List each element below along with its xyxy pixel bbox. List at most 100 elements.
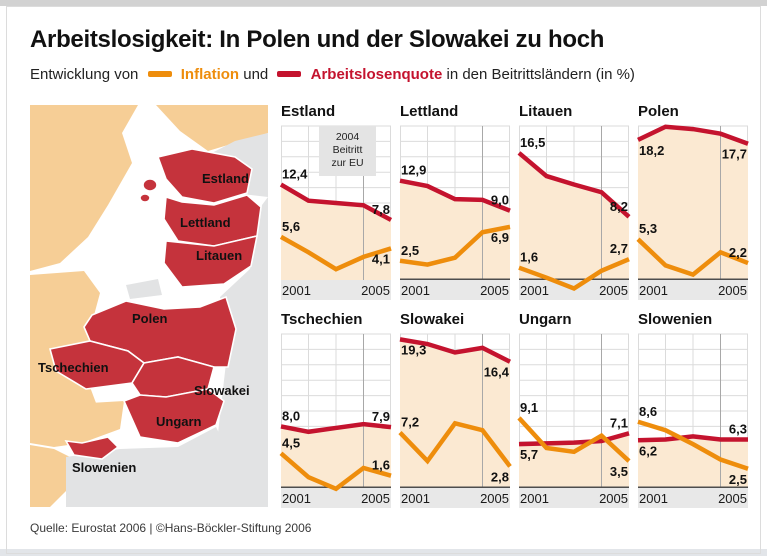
inflation-value-label: 5,3 xyxy=(639,221,657,236)
unemployment-value-label: 8,2 xyxy=(610,199,628,214)
unemployment-value-label: 12,4 xyxy=(282,167,308,182)
x-axis-end-label: 2005 xyxy=(599,490,628,506)
x-axis-end-label: 2005 xyxy=(480,490,509,506)
legend-conjunction: und xyxy=(243,66,269,83)
map-region-balkans xyxy=(66,427,245,507)
inflation-line-swatch xyxy=(147,71,172,77)
page-title: Arbeitslosigkeit: In Polen und der Slowa… xyxy=(30,26,605,53)
x-axis-start-label: 2001 xyxy=(639,282,668,298)
bottom-strip xyxy=(0,549,767,556)
unemployment-line xyxy=(279,182,393,222)
map-country-lettland xyxy=(163,194,262,247)
map-region-kaliningrad xyxy=(126,279,162,299)
map-country-finland xyxy=(156,105,268,151)
chart-title: Estland xyxy=(281,103,336,120)
unemployment-line xyxy=(399,178,511,213)
chart-plot: 6,2 6,3 8,6 2,5 xyxy=(637,333,749,488)
x-axis-band: 2001 2005 xyxy=(638,280,748,300)
chart-plot: 12,9 9,0 2,5 6,9 xyxy=(399,125,511,280)
unemployment-area xyxy=(281,424,391,488)
x-axis-start-label: 2001 xyxy=(282,282,311,298)
unemployment-line xyxy=(518,431,630,447)
unemployment-value-label: 16,4 xyxy=(484,365,510,380)
x-axis-start-label: 2001 xyxy=(520,282,549,298)
inflation-value-label: 2,8 xyxy=(491,469,509,484)
accession-annotation-box xyxy=(319,126,376,176)
accession-annotation-text: 2004 xyxy=(336,131,360,143)
x-axis-band: 2001 2005 xyxy=(519,488,629,508)
map-label-litauen: Litauen xyxy=(196,248,242,263)
unemployment-value-label: 6,2 xyxy=(639,443,657,458)
chart-plot: 5,7 7,1 9,1 3,5 xyxy=(517,333,631,488)
chart-title: Polen xyxy=(638,103,679,120)
unemployment-line xyxy=(280,421,392,435)
map-region-east xyxy=(178,197,268,507)
inflation-value-label: 2,5 xyxy=(729,472,747,487)
chart-polen: Polen 18,2 17,7 5,3 2,2 2001 2005 xyxy=(636,103,749,300)
x-axis-start-label: 2001 xyxy=(282,490,311,506)
map-country-estland xyxy=(156,148,253,204)
map-island-saaremaa xyxy=(142,178,158,192)
inflation-value-label: 7,2 xyxy=(401,415,419,430)
map-label-lettland: Lettland xyxy=(180,215,231,230)
map-country-litauen xyxy=(163,234,259,288)
inflation-value-label: 6,9 xyxy=(491,230,509,245)
inflation-value-label: 4,1 xyxy=(372,251,390,266)
inflation-value-label: 9,1 xyxy=(520,400,538,415)
inflation-value-label: 8,6 xyxy=(639,404,657,419)
inflation-value-label: 4,5 xyxy=(282,435,300,450)
chart-litauen: Litauen 16,5 8,2 1,6 2,7 2001 2005 xyxy=(517,103,631,300)
chart-plot: 8,0 7,9 4,5 1,6 xyxy=(279,333,392,492)
x-axis-start-label: 2001 xyxy=(639,490,668,506)
inflation-line xyxy=(636,237,749,278)
map-island-hiiumaa xyxy=(139,193,151,203)
unemployment-line xyxy=(637,124,749,146)
chart-ungarn: Ungarn 5,7 7,1 9,1 3,5 2001 2005 xyxy=(517,311,631,508)
chart-plot: 19,3 16,4 7,2 2,8 xyxy=(398,333,512,488)
x-axis-band: 2001 2005 xyxy=(638,488,748,508)
map-country-italy xyxy=(30,445,74,507)
inflation-line xyxy=(398,420,512,468)
accession-annotation-text: zur EU xyxy=(331,157,363,169)
unemployment-line xyxy=(517,151,631,219)
inflation-line xyxy=(518,257,630,291)
unemployment-value-label: 19,3 xyxy=(401,342,426,357)
map-label-slowenien: Slowenien xyxy=(72,460,136,475)
unemployment-value-label: 5,7 xyxy=(520,447,538,462)
unemployment-line xyxy=(399,337,512,364)
inflation-line xyxy=(517,416,631,463)
inflation-line xyxy=(279,234,392,272)
chart-title: Slowakei xyxy=(400,311,465,328)
x-axis-end-label: 2005 xyxy=(361,490,390,506)
charts-grid: Estland 2004 Beitritt zur EU 12,4 7,8 5,6 4,1 20… xyxy=(279,103,749,508)
inflation-value-label: 1,6 xyxy=(520,250,538,265)
x-axis-end-label: 2005 xyxy=(718,282,747,298)
map-label-slowakei: Slowakei xyxy=(194,383,250,398)
x-axis-band: 2001 2005 xyxy=(281,280,391,300)
legend: Entwicklung von Inflation und Arbeitslos… xyxy=(30,66,635,83)
x-axis-end-label: 2005 xyxy=(599,282,628,298)
map-label-ungarn: Ungarn xyxy=(156,414,202,429)
unemployment-value-label: 12,9 xyxy=(401,163,426,178)
chart-plot: 16,5 8,2 1,6 2,7 xyxy=(517,125,631,291)
legend-suffix: in den Beitrittsländern (in %) xyxy=(446,66,635,83)
inflation-line xyxy=(279,451,392,492)
chart-title: Ungarn xyxy=(519,311,572,328)
chart-title: Lettland xyxy=(400,103,459,120)
unemployment-line-swatch xyxy=(277,71,302,77)
inflation-line xyxy=(637,419,749,471)
unemployment-value-label: 7,8 xyxy=(372,202,390,217)
chart-title: Tschechien xyxy=(281,311,363,328)
unemployment-value-label: 17,7 xyxy=(722,147,747,162)
inflation-value-label: 1,6 xyxy=(372,458,390,473)
unemployment-value-label: 6,3 xyxy=(729,421,747,436)
unemployment-value-label: 8,0 xyxy=(282,408,300,423)
chart-plot: 18,2 17,7 5,3 2,2 xyxy=(636,124,749,281)
chart-lettland: Lettland 12,9 9,0 2,5 6,9 2001 2005 xyxy=(399,103,511,300)
x-axis-end-label: 2005 xyxy=(718,490,747,506)
unemployment-value-label: 7,1 xyxy=(610,415,628,430)
map-country-austria xyxy=(30,401,124,447)
x-axis-band: 2001 2005 xyxy=(400,488,510,508)
chart-title: Slowenien xyxy=(638,311,713,328)
europe-map: Estland Lettland Litauen Polen Tschechie… xyxy=(30,105,268,507)
